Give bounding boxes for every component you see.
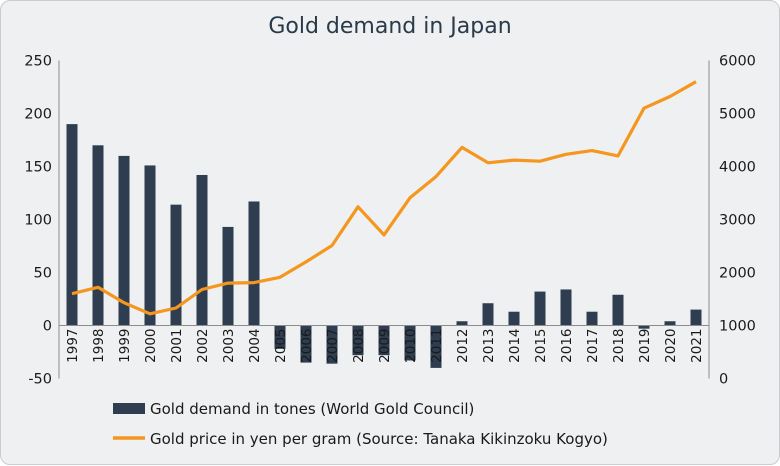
bar-2021 (690, 309, 702, 326)
category-label-2003: 2003 (221, 329, 237, 363)
legend: Gold demand in tones (World Gold Council… (113, 400, 608, 448)
bar-2006 (300, 325, 312, 363)
bar-2001 (170, 204, 182, 326)
bar-1997 (66, 124, 78, 326)
bar-series (66, 124, 702, 368)
category-label-2019: 2019 (637, 329, 653, 363)
left-tick-label: 0 (43, 319, 52, 335)
bar-2020 (664, 321, 676, 326)
right-tick-label: 6000 (719, 54, 756, 70)
category-label-2000: 2000 (143, 329, 159, 363)
bar-1999 (118, 155, 130, 326)
category-label-2015: 2015 (533, 329, 549, 363)
right-tick-label: 2000 (719, 266, 756, 282)
category-label-2018: 2018 (611, 329, 627, 363)
bar-2003 (222, 226, 234, 326)
gold-price-line (71, 80, 697, 316)
bar-2018 (612, 294, 624, 326)
bar-2017 (586, 311, 598, 326)
category-label-2001: 2001 (169, 329, 185, 363)
category-label-2011: 2011 (429, 329, 445, 363)
category-label-2005: 2005 (273, 329, 289, 363)
category-label-2002: 2002 (195, 329, 211, 363)
bar-1998 (92, 145, 104, 326)
bar-2002 (196, 174, 208, 326)
category-label-1998: 1998 (91, 329, 107, 363)
bar-2005 (274, 325, 286, 349)
left-tick-label: 250 (24, 54, 52, 70)
bar-2014 (508, 311, 520, 326)
category-axis-labels: 1997 1998 1999 2000 2001 2002 2003 2004 2005 2006… (65, 329, 705, 363)
bar-2011 (430, 325, 442, 368)
category-label-2016: 2016 (559, 329, 575, 363)
category-label-2004: 2004 (247, 329, 263, 363)
right-tick-label: 0 (719, 372, 728, 388)
category-label-1999: 1999 (117, 329, 133, 363)
category-label-2006: 2006 (299, 329, 315, 363)
bar-2019 (638, 325, 650, 329)
left-axis-ticks: 250 200 150 100 50 0 -50 (24, 54, 52, 388)
category-label-2014: 2014 (507, 329, 523, 363)
right-tick-label: 5000 (719, 107, 756, 123)
category-label-1997: 1997 (65, 329, 81, 363)
chart-title: Gold demand in Japan (268, 14, 511, 39)
category-label-2017: 2017 (585, 329, 601, 363)
bar-2008 (352, 325, 364, 356)
category-label-2008: 2008 (351, 329, 367, 363)
right-axis-ticks: 6000 5000 4000 3000 2000 1000 0 (719, 54, 756, 388)
bar-2009 (378, 325, 390, 356)
left-tick-label: 150 (24, 160, 52, 176)
legend-swatch-demand (113, 403, 145, 414)
category-label-2012: 2012 (455, 329, 471, 363)
category-label-2007: 2007 (325, 329, 341, 363)
left-tick-label: 100 (24, 213, 52, 229)
left-tick-label: -50 (28, 372, 52, 388)
category-label-2010: 2010 (403, 329, 419, 363)
category-label-2013: 2013 (481, 329, 497, 363)
bar-2013 (482, 303, 494, 326)
legend-label-price: Gold price in yen per gram (Source: Tana… (150, 430, 608, 448)
bar-2004 (248, 201, 260, 326)
bar-2016 (560, 289, 572, 326)
bar-2010 (404, 325, 416, 361)
bar-2000 (144, 165, 156, 326)
category-label-2021: 2021 (689, 329, 705, 363)
left-tick-label: 50 (34, 266, 52, 282)
right-tick-label: 1000 (719, 319, 756, 335)
right-tick-label: 4000 (719, 160, 756, 176)
left-tick-label: 200 (24, 107, 52, 123)
bar-2012 (456, 321, 468, 326)
right-tick-label: 3000 (719, 213, 756, 229)
bar-2007 (326, 325, 338, 364)
bar-2015 (534, 291, 546, 326)
category-label-2020: 2020 (663, 329, 679, 363)
legend-label-demand: Gold demand in tones (World Gold Council… (150, 400, 474, 418)
category-label-2009: 2009 (377, 329, 393, 363)
